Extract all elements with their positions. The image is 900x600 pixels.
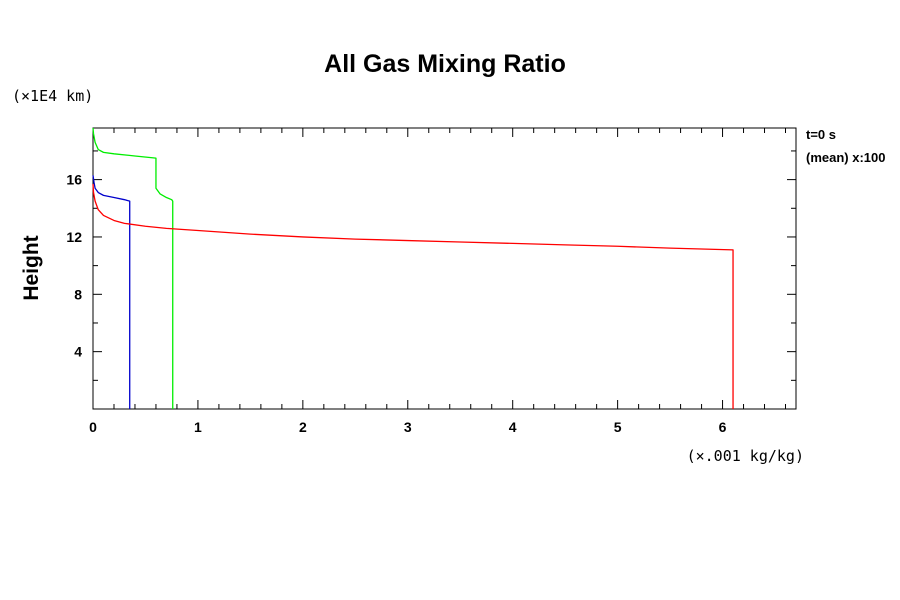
x-tick-label: 3	[404, 419, 412, 435]
x-tick-label: 2	[299, 419, 307, 435]
plot-frame	[92, 127, 797, 410]
mean-annotation: (mean) x:100	[806, 150, 885, 165]
y-axis-label: Height	[20, 235, 43, 300]
x-tick-label: 6	[719, 419, 727, 435]
series-line-2	[92, 175, 131, 409]
series-line-3	[92, 183, 734, 409]
tick-marks	[92, 128, 796, 410]
y-tick-label: 8	[74, 286, 82, 302]
y-axis-unit: (×1E4 km)	[12, 87, 93, 105]
x-axis-unit: (×.001 kg/kg)	[687, 447, 804, 465]
series-group	[92, 127, 734, 409]
x-tick-label: 1	[194, 419, 202, 435]
series-line-1	[92, 127, 174, 409]
y-tick-label: 16	[66, 172, 82, 188]
y-tick-label: 4	[74, 344, 82, 360]
chart-title: All Gas Mixing Ratio	[324, 50, 566, 78]
x-tick-label: 0	[89, 419, 97, 435]
y-tick-label: 12	[66, 229, 82, 245]
x-tick-label: 5	[614, 419, 622, 435]
time-annotation: t=0 s	[806, 127, 836, 142]
x-tick-label: 4	[509, 419, 517, 435]
